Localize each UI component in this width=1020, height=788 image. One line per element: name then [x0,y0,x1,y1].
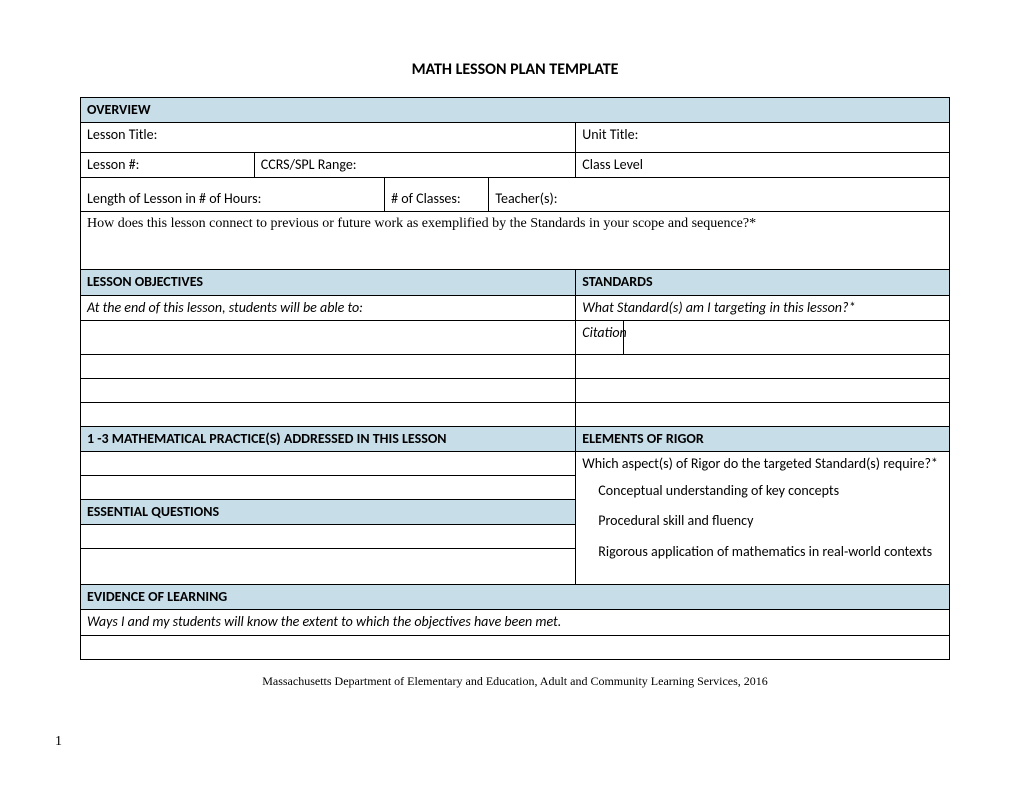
rigor-item-2: Procedural skill and fluency [576,506,949,536]
teachers-label: Teacher(s): [489,178,950,212]
lesson-title-label: Lesson Title: [81,123,576,153]
evidence-sub: Ways I and my students will know the ext… [81,610,950,635]
rigor-sub: Which aspect(s) of Rigor do the targeted… [576,452,949,476]
practice-row-2 [81,475,576,499]
lesson-plan-table: OVERVIEW Lesson Title: Unit Title: Lesso… [80,97,950,660]
objective-row-4 [81,402,576,426]
ccrs-label: CCRS/SPL Range: [254,153,576,178]
practice-row-1 [81,451,576,475]
evidence-row-1 [81,635,950,659]
rigor-heading: ELEMENTS OF RIGOR [576,426,950,451]
citation-label: Citation [576,320,624,354]
practices-heading: 1 -3 MATHEMATICAL PRACTICE(S) ADDRESSED … [81,426,576,451]
standard-row-2 [576,354,950,378]
class-level-label: Class Level [576,153,950,178]
standards-heading: STANDARDS [576,270,950,295]
evidence-heading: EVIDENCE OF LEARNING [81,585,950,610]
essential-row-1 [81,525,576,549]
lesson-num-label: Lesson #: [81,153,255,178]
footer-text: Massachusetts Department of Elementary a… [80,674,950,689]
standard-row-3 [576,378,950,402]
objectives-sub: At the end of this lesson, students will… [81,295,576,320]
length-label: Length of Lesson in # of Hours: [81,178,385,212]
objective-row-2 [81,354,576,378]
objective-row-3 [81,378,576,402]
rigor-item-1: Conceptual understanding of key concepts [576,476,949,506]
rigor-item-3: Rigorous application of mathematics in r… [576,537,949,567]
unit-title-label: Unit Title: [576,123,950,153]
connect-question: How does this lesson connect to previous… [81,212,950,270]
rigor-body: Which aspect(s) of Rigor do the targeted… [576,451,950,584]
essential-row-2 [81,549,576,585]
objectives-heading: LESSON OBJECTIVES [81,270,576,295]
objective-row-1 [81,320,576,354]
standard-row-4 [576,402,950,426]
overview-heading: OVERVIEW [81,98,950,123]
standards-sub: What Standard(s) am I targeting in this … [576,295,950,320]
num-classes-label: # of Classes: [385,178,489,212]
essential-heading: ESSENTIAL QUESTIONS [81,499,576,524]
citation-value [624,320,950,354]
page-number: 1 [55,734,62,750]
document-title: MATH LESSON PLAN TEMPLATE [80,60,950,79]
